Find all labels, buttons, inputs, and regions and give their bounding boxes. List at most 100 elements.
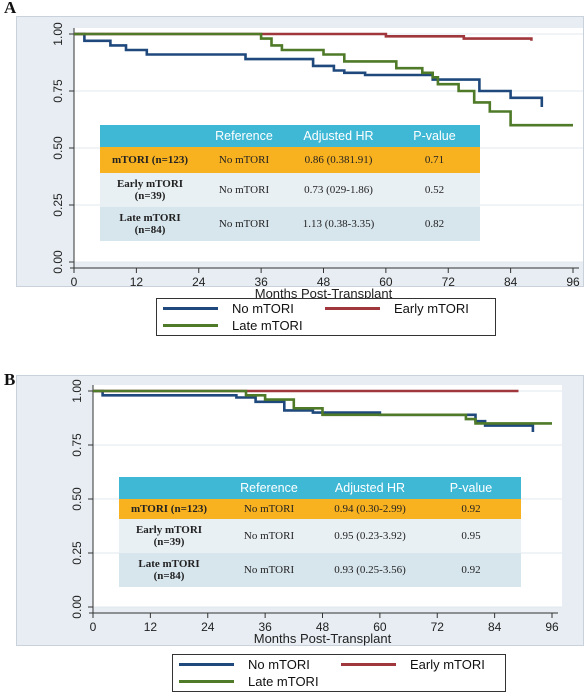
x-tick-label: 96 xyxy=(566,275,580,289)
table-cell: 0.94 (0.30-2.99) xyxy=(319,499,421,519)
table-header-cell: Adjusted HR xyxy=(288,125,389,147)
legend-item: No mTORI xyxy=(163,301,294,316)
x-tick-label: 48 xyxy=(317,275,331,289)
legend-swatch xyxy=(163,307,218,310)
x-tick-label: 36 xyxy=(258,620,272,634)
table-header-cell: P-value xyxy=(389,125,480,147)
x-tick-label: 84 xyxy=(504,275,518,289)
x-tick-label: 36 xyxy=(254,275,268,289)
table-cell: No mTORI xyxy=(219,519,319,553)
table-header-cell xyxy=(119,477,219,499)
y-tick-label: 0.75 xyxy=(70,433,84,457)
y-tick-label: 0.25 xyxy=(70,541,84,565)
table-row: mTORI (n=123) No mTORI 0.86 (0.381.91) 0… xyxy=(100,147,480,173)
legend-item: Late mTORI xyxy=(163,318,303,333)
legend-swatch xyxy=(179,680,234,683)
table-cell: 0.82 xyxy=(389,207,480,241)
table-cell: mTORI (n=123) xyxy=(100,147,200,173)
legend-label: Early mTORI xyxy=(410,657,485,672)
series-line xyxy=(74,32,573,127)
legend-swatch xyxy=(341,663,396,666)
legend-item: Early mTORI xyxy=(325,301,469,316)
legend-item: Late mTORI xyxy=(179,674,319,689)
legend-swatch xyxy=(325,307,380,310)
table-cell: Late mTORI (n=84) xyxy=(119,553,219,587)
x-tick-label: 0 xyxy=(90,620,97,634)
table-cell: 0.52 xyxy=(389,173,480,207)
table-cell: Early mTORI (n=39) xyxy=(119,519,219,553)
hr-table-b: Reference Adjusted HR P-value mTORI (n=1… xyxy=(119,477,521,587)
series-line xyxy=(74,32,533,41)
table-cell: 0.95 (0.23-3.92) xyxy=(319,519,421,553)
panel-a-label: A xyxy=(4,0,17,17)
legend-swatch xyxy=(179,663,234,666)
x-tick-label: 48 xyxy=(316,620,330,634)
legend-item: No mTORI xyxy=(179,657,310,672)
table-cell: 0.95 xyxy=(421,519,521,553)
table-row: Early mTORI (n=39) No mTORI 0.95 (0.23-3… xyxy=(119,519,521,553)
table-header-row: Reference Adjusted HR P-value xyxy=(100,125,480,147)
series-line xyxy=(93,389,552,425)
x-tick-label: 84 xyxy=(488,620,502,634)
table-cell: No mTORI xyxy=(200,147,288,173)
x-tick-label: 24 xyxy=(201,620,215,634)
x-tick-label: 0 xyxy=(71,275,78,289)
table-cell: 0.71 xyxy=(389,147,480,173)
x-tick-label: 96 xyxy=(545,620,559,634)
legend-label: No mTORI xyxy=(248,657,310,672)
legend-a: No mTORI Early mTORI Late mTORI xyxy=(156,298,496,336)
y-tick-label: 1.00 xyxy=(70,379,84,403)
table-cell: 0.92 xyxy=(421,499,521,519)
x-tick-label: 60 xyxy=(373,620,387,634)
y-tick-label: 0.50 xyxy=(51,136,65,160)
x-tick-label: 72 xyxy=(442,275,456,289)
table-cell: No mTORI xyxy=(200,173,288,207)
x-axis-title: Months Post-Transplant xyxy=(255,286,393,301)
table-cell: mTORI (n=123) xyxy=(119,499,219,519)
table-row: Early mTORI (n=39) No mTORI 0.73 (029-1.… xyxy=(100,173,480,207)
y-tick-label: 0.50 xyxy=(70,487,84,511)
table-cell: Late mTORI (n=84) xyxy=(100,207,200,241)
x-tick-label: 12 xyxy=(130,275,144,289)
x-tick-label: 60 xyxy=(379,275,393,289)
table-row: Late mTORI (n=84) No mTORI 1.13 (0.38-3.… xyxy=(100,207,480,241)
legend-swatch xyxy=(163,324,218,327)
table-cell: 0.93 (0.25-3.56) xyxy=(319,553,421,587)
legend-item: Early mTORI xyxy=(341,657,485,672)
y-tick-label: 0.00 xyxy=(70,595,84,619)
legend-label: No mTORI xyxy=(232,301,294,316)
table-cell: No mTORI xyxy=(200,207,288,241)
table-cell: 0.73 (029-1.86) xyxy=(288,173,389,207)
table-cell: 0.92 xyxy=(421,553,521,587)
legend-b: No mTORI Early mTORI Late mTORI xyxy=(172,654,506,692)
y-tick-label: 0.00 xyxy=(51,250,65,274)
series-line xyxy=(74,32,544,107)
table-header-cell: Adjusted HR xyxy=(319,477,421,499)
table-cell: 0.86 (0.381.91) xyxy=(288,147,389,173)
table-header-cell xyxy=(100,125,200,147)
hr-table-a: Reference Adjusted HR P-value mTORI (n=1… xyxy=(100,125,480,241)
y-tick-label: 1.00 xyxy=(51,22,65,46)
panel-b-label: B xyxy=(4,370,16,389)
series-line xyxy=(93,389,535,432)
legend-label: Late mTORI xyxy=(248,674,319,689)
table-cell: Early mTORI (n=39) xyxy=(100,173,200,207)
y-tick-label: 0.25 xyxy=(51,193,65,217)
x-tick-label: 12 xyxy=(144,620,158,634)
y-tick-label: 0.75 xyxy=(51,79,65,103)
table-cell: No mTORI xyxy=(219,499,319,519)
x-axis-title: Months Post-Transplant xyxy=(254,631,392,646)
table-header-cell: Reference xyxy=(219,477,319,499)
x-tick-label: 72 xyxy=(431,620,445,634)
table-header-cell: P-value xyxy=(421,477,521,499)
legend-label: Early mTORI xyxy=(394,301,469,316)
table-header-cell: Reference xyxy=(200,125,288,147)
table-cell: 1.13 (0.38-3.35) xyxy=(288,207,389,241)
table-row: Late mTORI (n=84) No mTORI 0.93 (0.25-3.… xyxy=(119,553,521,587)
x-tick-label: 24 xyxy=(192,275,206,289)
table-header-row: Reference Adjusted HR P-value xyxy=(119,477,521,499)
table-row: mTORI (n=123) No mTORI 0.94 (0.30-2.99) … xyxy=(119,499,521,519)
legend-label: Late mTORI xyxy=(232,318,303,333)
table-cell: No mTORI xyxy=(219,553,319,587)
